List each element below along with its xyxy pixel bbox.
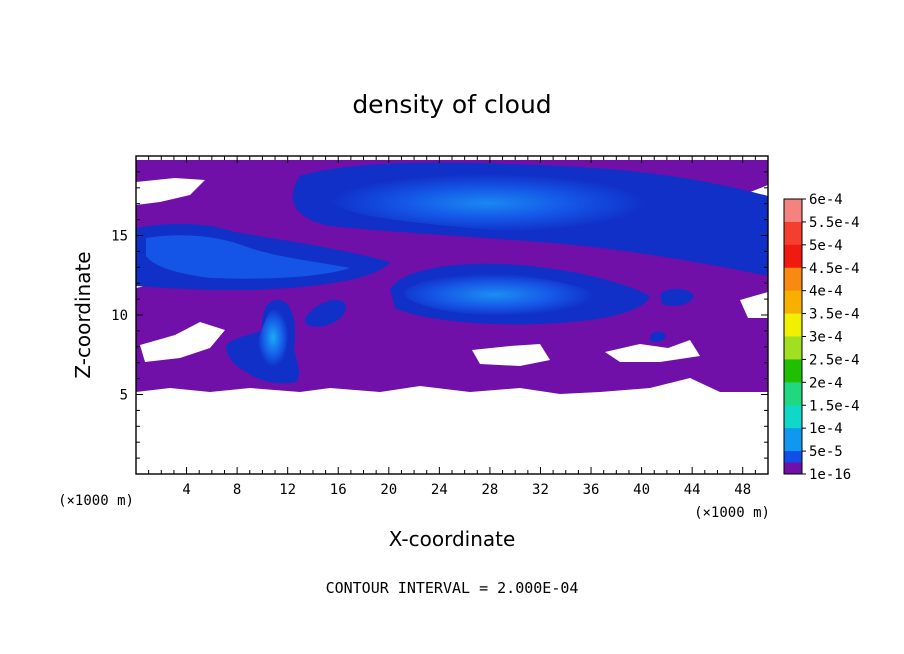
colorbar-swatch [784,336,802,360]
colorbar-swatch [784,221,802,246]
right-small-cell [650,331,666,343]
colorbar-swatch [784,267,802,292]
colorbar-label: 5.5e-4 [809,215,860,231]
x-tick-label: 16 [330,482,347,498]
colorbar-swatch [784,428,802,452]
colorbar-label: 3.5e-4 [809,307,860,323]
colorbar-swatch-bottom [784,462,802,474]
colorbar-label: 1e-4 [809,421,843,437]
y-tick-label: 10 [111,308,128,324]
x-tick-label: 36 [583,482,600,498]
y-axis-label: Z-coordinate [71,251,95,378]
convective-plume-core [257,308,289,367]
x-units-label: (×1000 m) [694,505,770,521]
gap-top-left [136,178,205,205]
z-units-label: (×1000 m) [58,493,134,509]
gap-left-low [140,322,225,362]
left-band-inner [146,235,350,279]
x-tick-label: 4 [182,482,190,498]
gap-right-low [605,340,700,362]
y-tick-label: 5 [120,388,128,404]
x-tick-label: 32 [532,482,549,498]
x-tick-label: 20 [380,482,397,498]
x-tick-label: 48 [734,482,751,498]
colorbar-label: 2.5e-4 [809,352,860,368]
colorbar-label: 6e-4 [809,192,843,208]
colorbar-label: 4e-4 [809,284,843,300]
colorbar-swatch [784,382,802,406]
x-tick-label: 12 [279,482,296,498]
x-tick-label: 28 [481,482,498,498]
colorbar-swatch [784,244,802,269]
colorbar-label: 2e-4 [809,375,843,391]
gap-mid-low [472,344,550,366]
x-tick-label: 24 [431,482,448,498]
upper-core [328,173,647,233]
y-tick-label: 15 [111,229,128,245]
colorbar-swatch [784,405,802,429]
colorbar-label: 1e-16 [809,467,851,483]
x-axis-ticks: 4 8 12 16 20 24 28 32 36 40 44 48 [148,156,756,498]
x-tick-label: 40 [633,482,650,498]
colorbar-swatch [784,359,802,383]
x-axis-label: X-coordinate [389,527,516,551]
colorbar-label: 4.5e-4 [809,261,860,277]
x-tick-label: 8 [233,482,241,498]
gap-right-edge [740,292,768,318]
chart-title: density of cloud [352,90,551,119]
colorbar-swatch [784,290,802,315]
middle-core [405,273,605,316]
contour-interval-note: CONTOUR INTERVAL = 2.000E-04 [326,579,579,597]
colorbar-label: 1.5e-4 [809,398,860,414]
plot-area [136,160,768,394]
colorbar: 6e-4 5.5e-4 5e-4 4.5e-4 4e-4 3.5e-4 3e-4 2.5e-4… [783,192,860,483]
colorbar-label: 3e-4 [809,330,843,346]
colorbar-label: 5e-4 [809,238,843,254]
colorbar-swatch [784,199,802,223]
x-tick-label: 44 [684,482,701,498]
right-cell [660,288,694,306]
colorbar-swatch [784,313,802,337]
small-cell [304,299,346,327]
colorbar-label: 5e-5 [809,444,843,460]
y-axis-ticks: 5 10 15 [111,171,768,459]
